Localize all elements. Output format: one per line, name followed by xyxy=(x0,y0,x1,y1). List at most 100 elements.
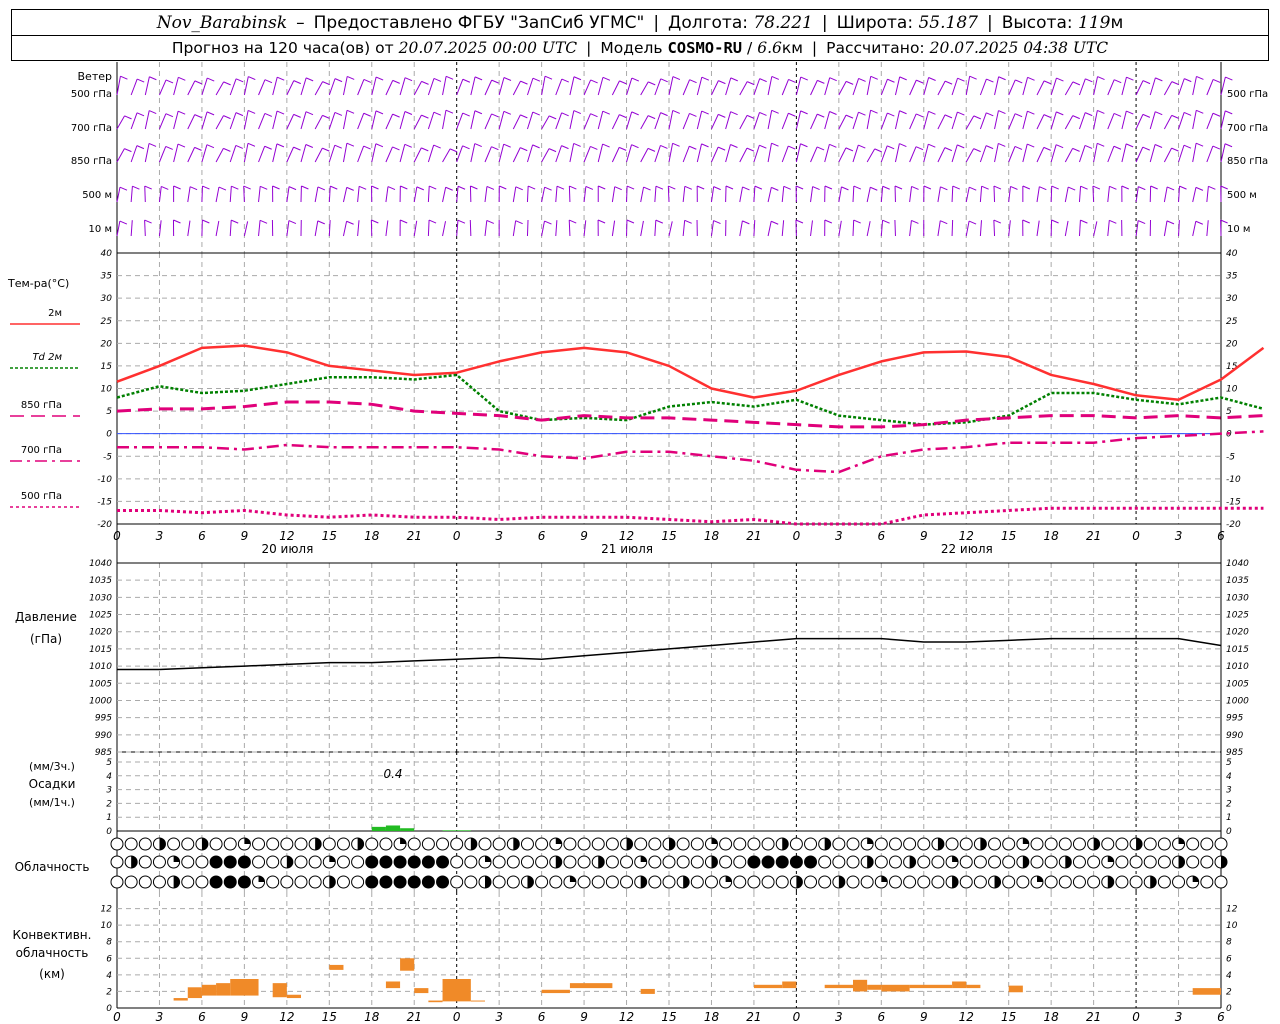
wind-barb xyxy=(654,78,662,96)
wind-barb xyxy=(829,143,837,148)
wind-barb xyxy=(655,185,664,190)
wind-barb xyxy=(132,185,140,190)
wind-barb xyxy=(375,143,384,148)
wind-barb xyxy=(1149,144,1156,163)
wind-barb xyxy=(568,220,571,237)
wind-barb xyxy=(334,78,343,83)
wind-barb xyxy=(654,112,662,130)
temp-series-line xyxy=(117,430,1264,474)
conv-cloud-bar xyxy=(1008,985,1023,993)
wind-barb xyxy=(660,144,668,149)
cloud-cover-symbol xyxy=(138,855,152,869)
cloud-cover-symbol xyxy=(485,856,491,862)
wind-barb xyxy=(1022,77,1029,96)
hour-tick-label: 3 xyxy=(495,529,503,543)
wind-barb xyxy=(711,146,719,163)
wind-barb xyxy=(1192,221,1197,237)
wind-barb xyxy=(120,75,128,80)
cloud-cover-symbol xyxy=(535,875,549,889)
wind-barb xyxy=(486,186,495,190)
cloud-cover-symbol xyxy=(224,876,237,888)
conv-cloud-bar xyxy=(952,981,967,989)
wind-barb xyxy=(993,185,1002,190)
cloud-cover-symbol xyxy=(747,856,760,868)
wind-barb xyxy=(1107,79,1115,96)
hour-tick-label-bottom: 9 xyxy=(241,1010,249,1024)
wind-barb xyxy=(923,144,929,163)
hour-tick-label-bottom: 18 xyxy=(1044,1010,1060,1024)
wind-barb xyxy=(470,143,476,163)
wind-barb xyxy=(753,145,760,163)
wind-barb xyxy=(357,79,365,96)
wind-barb xyxy=(994,143,999,163)
wind-barb xyxy=(334,144,342,149)
wind-barb xyxy=(1150,185,1158,190)
wind-barb xyxy=(985,145,994,150)
altitude-unit: м xyxy=(1110,12,1124,33)
wind-barb xyxy=(824,77,831,96)
wind-barb xyxy=(739,220,743,237)
wind-barb xyxy=(1196,75,1204,80)
wind-barb xyxy=(130,145,138,163)
cloud-cover-symbol xyxy=(159,838,166,850)
wind-barb xyxy=(647,147,656,152)
wind-barb xyxy=(1212,78,1221,83)
cloud-cover-symbol xyxy=(846,855,860,869)
wind-barb xyxy=(328,112,336,130)
wind-barb xyxy=(747,81,755,86)
wind-barb xyxy=(532,144,540,149)
wind-barb xyxy=(887,78,895,83)
wind-barb xyxy=(672,109,680,114)
temp-tick-label-left: -5 xyxy=(103,452,112,462)
temp-tick-label-left: 10 xyxy=(101,385,113,395)
wind-barb xyxy=(541,187,546,203)
cloud-cover-symbol xyxy=(365,856,378,868)
precip-unit-3h: (мм/3ч.) xyxy=(29,760,75,773)
wind-barb xyxy=(1056,111,1064,116)
wind-barb xyxy=(1166,220,1175,225)
pressure-tick-label-left: 985 xyxy=(95,748,112,758)
wind-barb xyxy=(442,76,447,96)
temp-series-line xyxy=(116,344,1265,402)
wind-barb xyxy=(1078,186,1082,203)
cloud-cover-symbol xyxy=(874,837,888,851)
wind-barb xyxy=(515,186,523,191)
wind-barb xyxy=(998,76,1006,81)
wind-barb xyxy=(413,220,418,237)
wind-barb xyxy=(1085,112,1093,117)
wind-barb xyxy=(1135,220,1139,237)
wind-barb xyxy=(583,186,587,203)
wind-barb xyxy=(293,80,301,85)
cloud-cover-symbol xyxy=(846,875,860,889)
temp-tick-label-right: -5 xyxy=(1226,452,1235,462)
cloud-cover-symbol xyxy=(520,837,534,851)
cloud-cover-symbol xyxy=(167,837,181,851)
wind-barb xyxy=(124,148,132,153)
wind-barb xyxy=(1027,143,1035,148)
wind-barb xyxy=(215,148,224,163)
wind-barb xyxy=(739,115,748,130)
wind-barb xyxy=(243,186,245,203)
wind-barb xyxy=(144,110,150,130)
temp-tick-label-left: 15 xyxy=(101,362,113,372)
wind-barb xyxy=(590,79,598,84)
temp-tick-label-left: 5 xyxy=(106,407,112,417)
wind-barb xyxy=(187,186,191,203)
wind-barb xyxy=(771,109,779,114)
cloud-cover-symbol xyxy=(1129,855,1143,869)
cloud-cover-symbol xyxy=(1143,855,1157,869)
wind-barb xyxy=(165,113,174,118)
cloud-cover-symbol xyxy=(1087,875,1101,889)
wind-barb xyxy=(258,186,261,203)
wind-barb xyxy=(882,219,890,224)
wind-barb xyxy=(548,115,557,120)
wind-barb xyxy=(654,145,661,163)
wind-barb xyxy=(392,146,400,151)
wind-barb xyxy=(701,76,710,81)
conv-tick-label-left: 4 xyxy=(106,971,112,981)
wind-barb xyxy=(158,220,162,237)
wind-barb xyxy=(684,219,692,224)
wind-barb xyxy=(449,148,458,153)
wind-barb xyxy=(965,76,971,96)
